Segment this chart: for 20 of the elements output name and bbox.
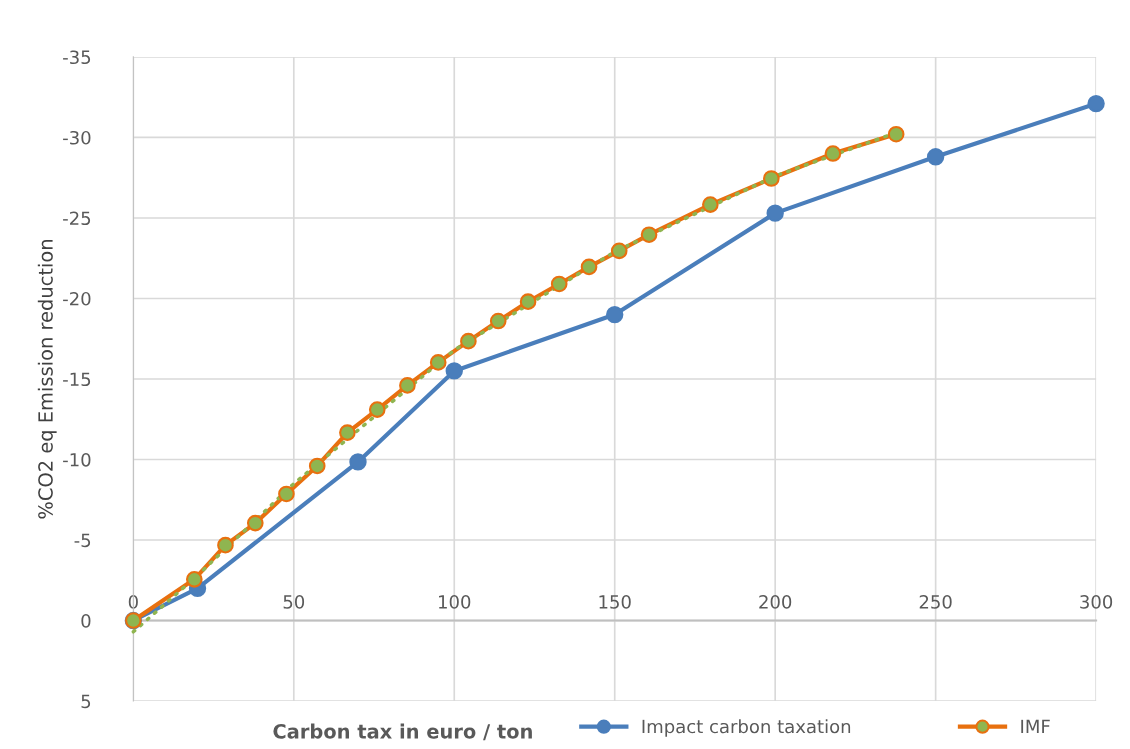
y-tick-label: -20 [63,291,91,306]
y-tick-label: -10 [63,452,91,467]
y-tick-label: -30 [63,130,91,145]
legend-label: IMF [1021,719,1050,734]
x-tick-label: 200 [759,595,792,609]
y-tick-label: -25 [63,211,91,226]
x-tick-label: 150 [599,595,631,609]
x-tick-label: 0 [128,595,138,609]
y-axis-title: %CO2 eq Emission reduction [37,240,57,519]
x-tick-label: 250 [919,595,952,609]
legend-label: Impact carbon taxation [642,719,851,737]
y-tick-label: 5 [81,694,91,709]
x-tick-label: 100 [439,595,471,609]
y-tick-label: -5 [74,533,91,548]
x-axis-title: Carbon tax in euro / ton [273,723,532,741]
y-tick-label: -35 [63,50,91,65]
x-tick-label: 50 [283,595,305,609]
x-tick-label: 300 [1080,595,1113,609]
y-tick-label: 0 [81,614,91,628]
y-tick-label: -15 [63,372,91,387]
